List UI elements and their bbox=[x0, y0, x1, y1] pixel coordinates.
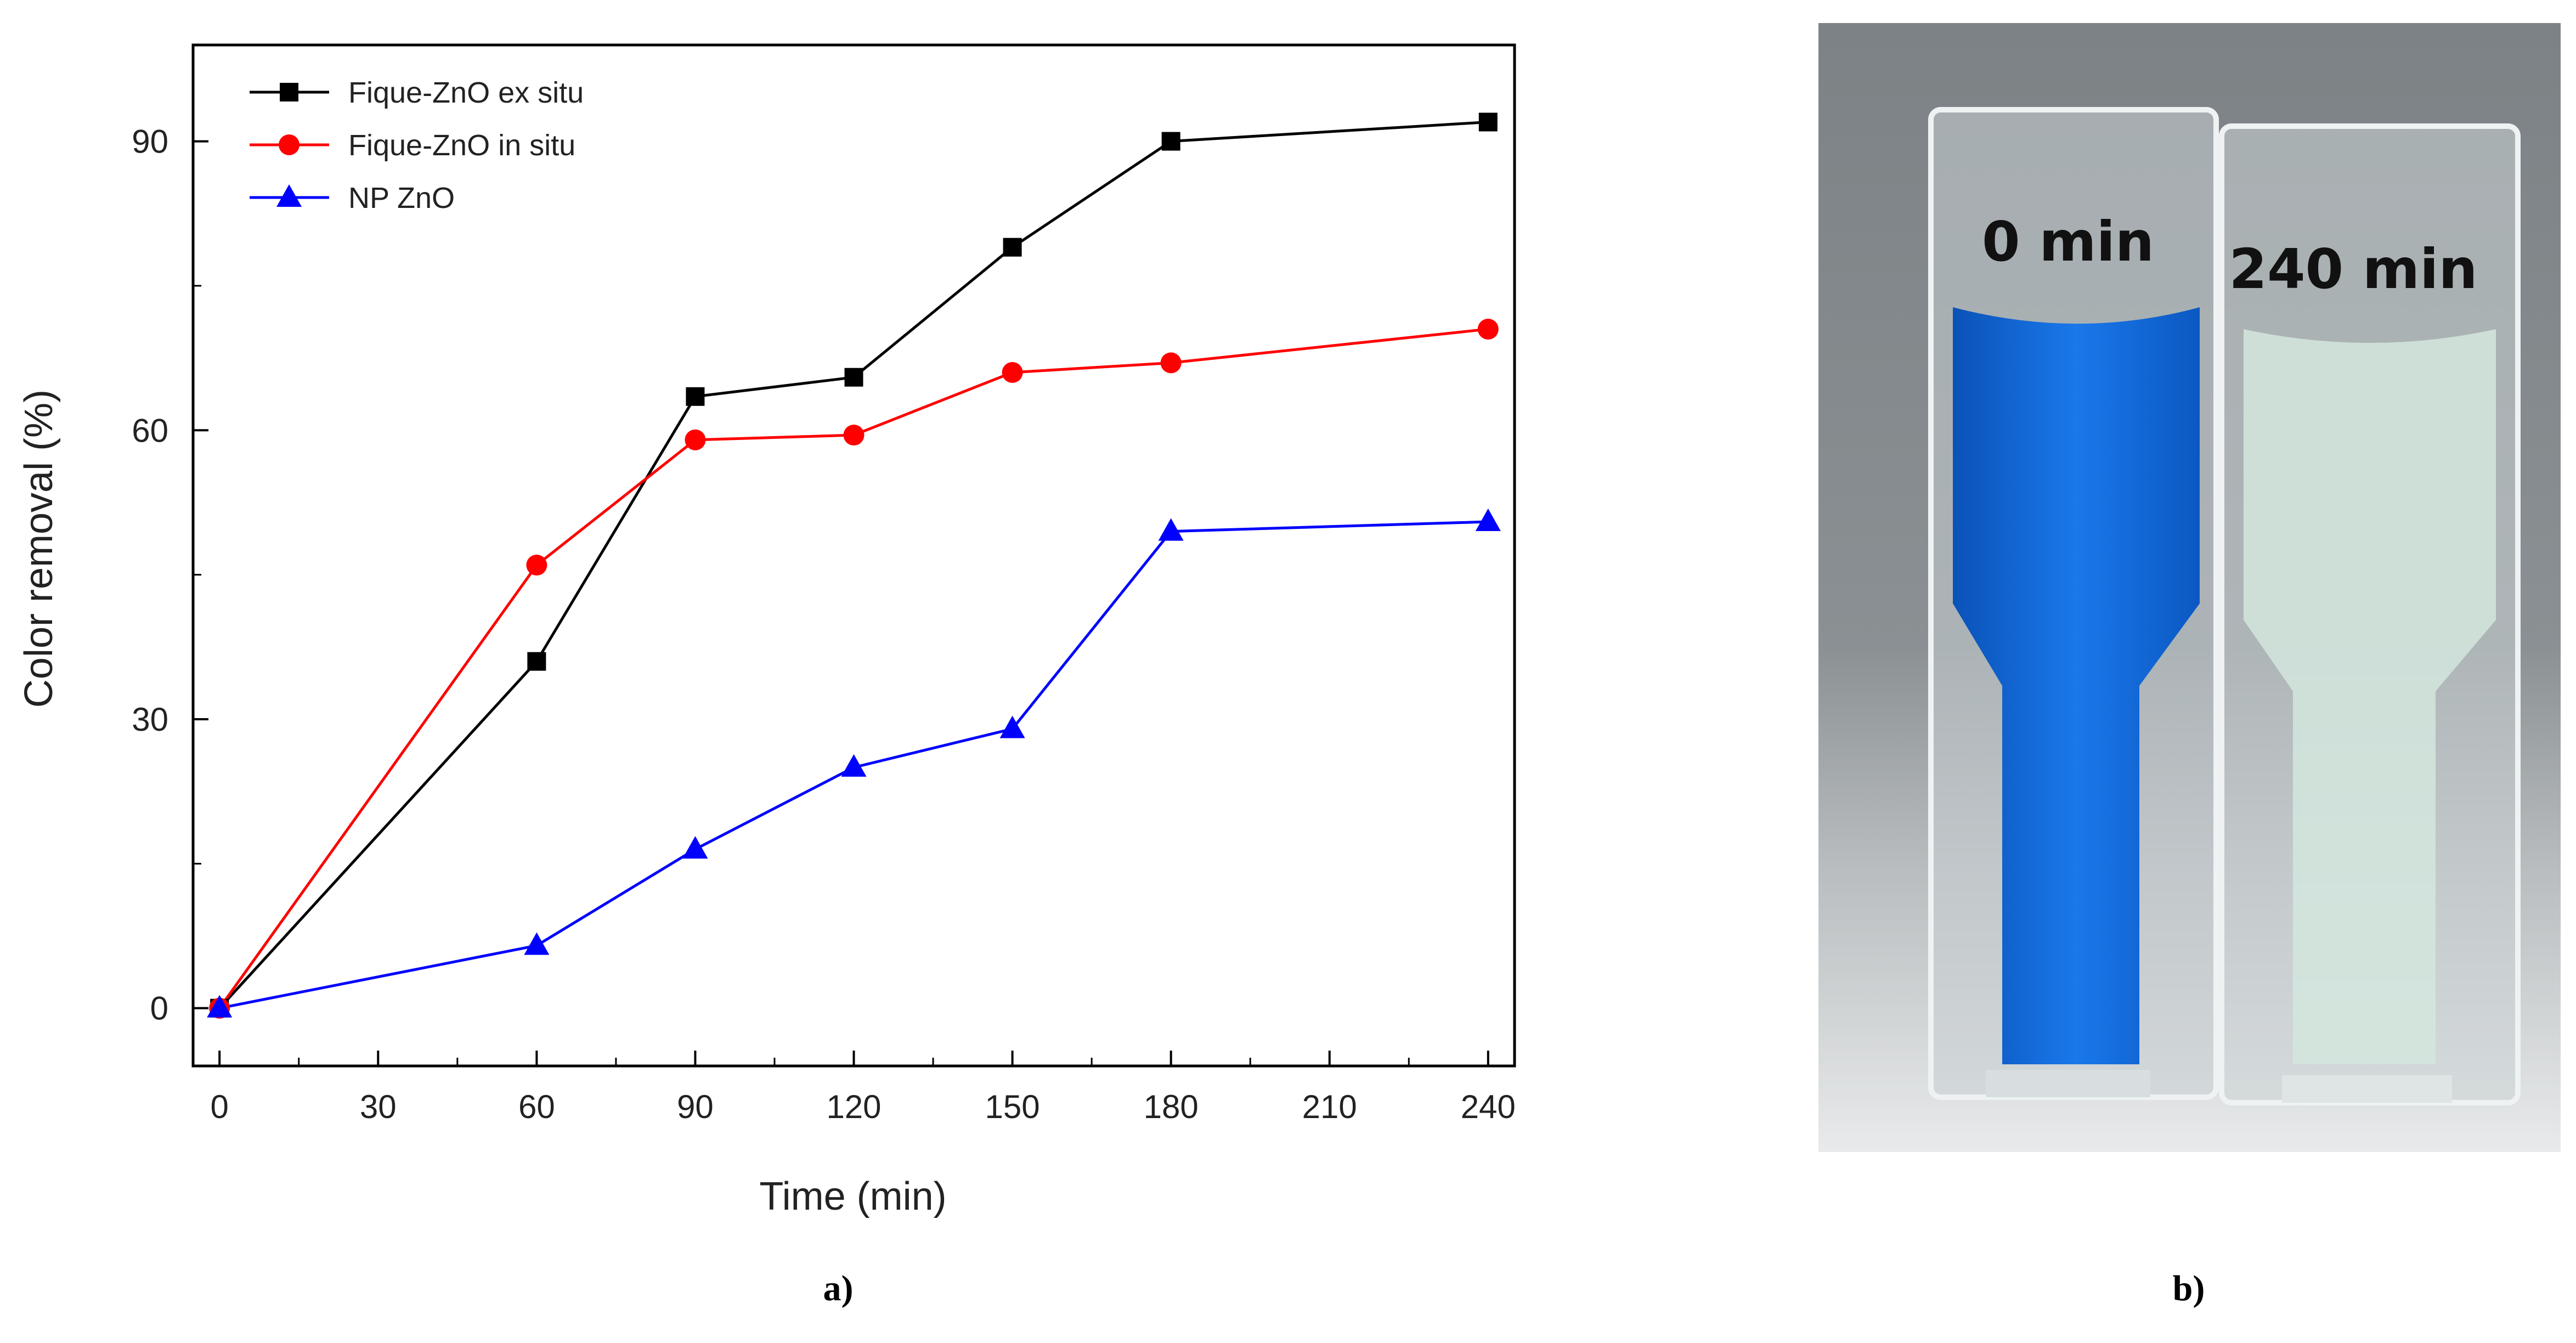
cuvette-0-min bbox=[1928, 107, 2219, 1100]
data-point-fique-zno-ex-situ bbox=[1478, 112, 1498, 132]
data-point-fique-zno-in-situ bbox=[1160, 352, 1182, 374]
data-point-np-zno bbox=[682, 836, 708, 859]
x-tick-label: 90 bbox=[677, 1088, 714, 1125]
x-tick-label: 240 bbox=[1461, 1088, 1516, 1125]
cuvette-left-label: 0 min bbox=[1982, 210, 2154, 274]
data-point-fique-zno-ex-situ bbox=[686, 387, 705, 406]
x-tick-label: 180 bbox=[1144, 1088, 1199, 1125]
x-tick-label: 30 bbox=[360, 1088, 397, 1125]
legend: Fique-ZnO ex situ Fique-ZnO in situ NP ZnO bbox=[250, 76, 584, 215]
x-tick-label: 120 bbox=[826, 1088, 881, 1125]
panel-a-label: a) bbox=[823, 1268, 854, 1308]
cuvette-240-min bbox=[2219, 123, 2521, 1105]
data-point-fique-zno-in-situ bbox=[685, 429, 706, 450]
tick-labels: 0 30 60 90 120 150 180 210 240 0 30 60 90 bbox=[132, 123, 1516, 1125]
x-axis-title: Time (min) bbox=[759, 1175, 946, 1218]
panel-b-label: b) bbox=[2173, 1268, 2205, 1308]
y-tick-label: 60 bbox=[132, 412, 168, 449]
data-point-fique-zno-ex-situ bbox=[527, 652, 546, 671]
data-point-fique-zno-in-situ bbox=[1002, 362, 1023, 383]
legend-marker bbox=[276, 184, 302, 207]
x-tick-label: 60 bbox=[518, 1088, 555, 1125]
series-lines bbox=[218, 120, 1489, 1010]
data-point-np-zno bbox=[841, 754, 867, 777]
y-tick-label: 30 bbox=[132, 701, 168, 738]
data-point-fique-zno-in-situ bbox=[526, 555, 547, 576]
legend-marker bbox=[280, 83, 298, 101]
data-point-np-zno bbox=[1158, 518, 1184, 541]
data-point-np-zno bbox=[207, 995, 233, 1018]
series-line-fique-zno-ex-situ bbox=[218, 120, 1488, 1009]
cuvette-left-base bbox=[1986, 1070, 2150, 1097]
line-chart: 0 30 60 90 120 150 180 210 240 0 30 60 90 Time (min)… bbox=[17, 43, 1516, 1218]
data-point-fique-zno-in-situ bbox=[843, 425, 865, 446]
cuvette-right-liquid bbox=[2244, 329, 2496, 1064]
legend-label: Fique-ZnO ex situ bbox=[348, 76, 584, 109]
legend-label: NP ZnO bbox=[348, 182, 455, 215]
axis-ticks bbox=[193, 140, 1489, 1066]
data-point-fique-zno-in-situ bbox=[1477, 318, 1499, 340]
x-tick-label: 150 bbox=[985, 1088, 1040, 1125]
series-markers bbox=[207, 112, 1501, 1019]
data-point-np-zno bbox=[1475, 509, 1501, 532]
data-point-fique-zno-ex-situ bbox=[1161, 132, 1180, 151]
data-point-fique-zno-ex-situ bbox=[844, 368, 863, 387]
y-tick-label: 0 bbox=[150, 990, 168, 1027]
data-point-np-zno bbox=[999, 715, 1025, 738]
legend-item-fique-zno-in-situ: Fique-ZnO in situ bbox=[250, 129, 575, 162]
cuvette-right-label: 240 min bbox=[2229, 237, 2477, 301]
legend-item-fique-zno-ex-situ: Fique-ZnO ex situ bbox=[250, 76, 584, 109]
x-tick-label: 210 bbox=[1302, 1088, 1357, 1125]
cuvette-left-liquid bbox=[1953, 307, 2200, 1064]
y-axis-title: Color removal (%) bbox=[17, 390, 61, 708]
cuvette-photo: 0 min 240 min bbox=[1818, 23, 2561, 1152]
legend-marker bbox=[279, 134, 300, 155]
data-point-np-zno bbox=[524, 932, 550, 955]
x-tick-label: 0 bbox=[210, 1088, 228, 1125]
y-tick-label: 90 bbox=[132, 123, 168, 160]
legend-label: Fique-ZnO in situ bbox=[348, 129, 575, 162]
cuvette-right-base bbox=[2282, 1075, 2452, 1103]
data-point-fique-zno-ex-situ bbox=[1003, 238, 1022, 257]
legend-item-np-zno: NP ZnO bbox=[250, 182, 455, 215]
